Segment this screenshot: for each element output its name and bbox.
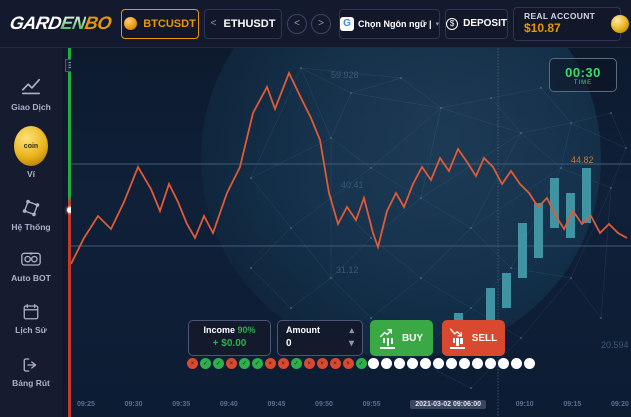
svg-text:44.82: 44.82 bbox=[571, 155, 594, 165]
svg-text:31.12: 31.12 bbox=[336, 265, 359, 275]
svg-text:40.41: 40.41 bbox=[341, 180, 364, 190]
svg-text:20.594: 20.594 bbox=[601, 340, 629, 350]
svg-text:59.928: 59.928 bbox=[331, 70, 359, 80]
